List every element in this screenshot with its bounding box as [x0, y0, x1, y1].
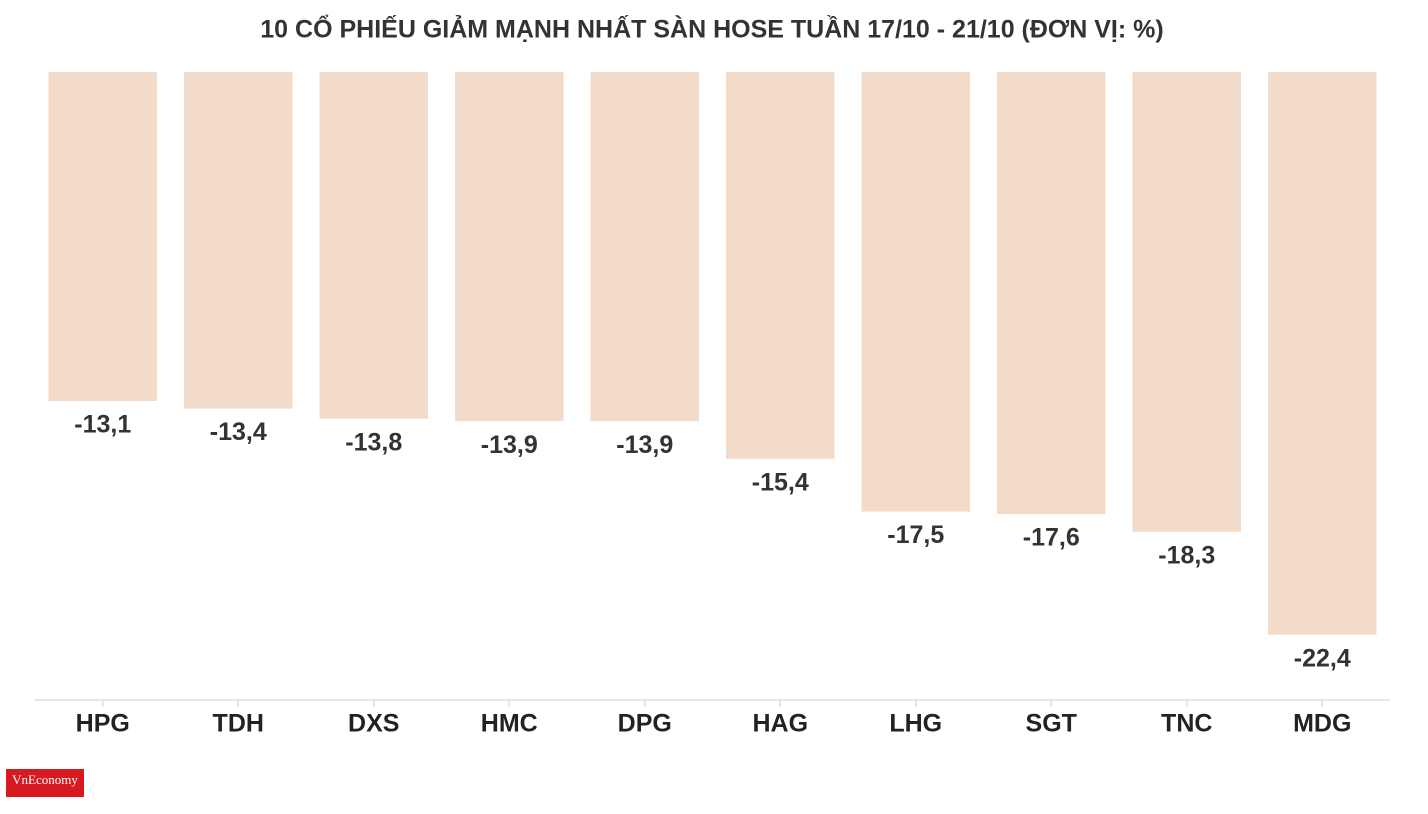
value-label: -13,4 — [210, 418, 267, 446]
x-tick-label: SGT — [1026, 710, 1077, 738]
logo-text: VnEconomy — [12, 772, 78, 787]
bar — [184, 72, 293, 409]
x-tick-label: DPG — [618, 710, 672, 738]
value-label: -15,4 — [752, 468, 809, 496]
logo-box — [6, 769, 84, 797]
value-label: -13,1 — [74, 411, 131, 439]
x-tick-label: HAG — [752, 710, 808, 738]
chart-title: 10 CỔ PHIẾU GIẢM MẠNH NHẤT SÀN HOSE TUẦN… — [260, 14, 1163, 44]
x-tick-label: HMC — [481, 710, 538, 738]
x-tick-label: LHG — [889, 710, 942, 738]
x-tick-label: TDH — [213, 710, 264, 738]
bar — [1132, 72, 1241, 532]
bar — [861, 72, 970, 512]
value-label: -18,3 — [1158, 541, 1215, 569]
value-label: -13,8 — [345, 428, 402, 456]
value-label: -13,9 — [616, 431, 673, 459]
x-tick-label: MDG — [1293, 710, 1351, 738]
value-label: -17,5 — [887, 521, 944, 549]
x-tick-label: DXS — [348, 710, 399, 738]
value-label: -13,9 — [481, 431, 538, 459]
value-label: -22,4 — [1294, 644, 1351, 672]
bar — [590, 72, 699, 422]
value-label: -17,6 — [1023, 524, 1080, 552]
bar — [726, 72, 835, 459]
bar — [319, 72, 428, 419]
bar — [1268, 72, 1377, 635]
x-tick-label: HPG — [76, 710, 130, 738]
bar — [997, 72, 1106, 515]
bar — [455, 72, 564, 422]
x-tick-label: TNC — [1161, 710, 1212, 738]
bar — [48, 72, 157, 402]
